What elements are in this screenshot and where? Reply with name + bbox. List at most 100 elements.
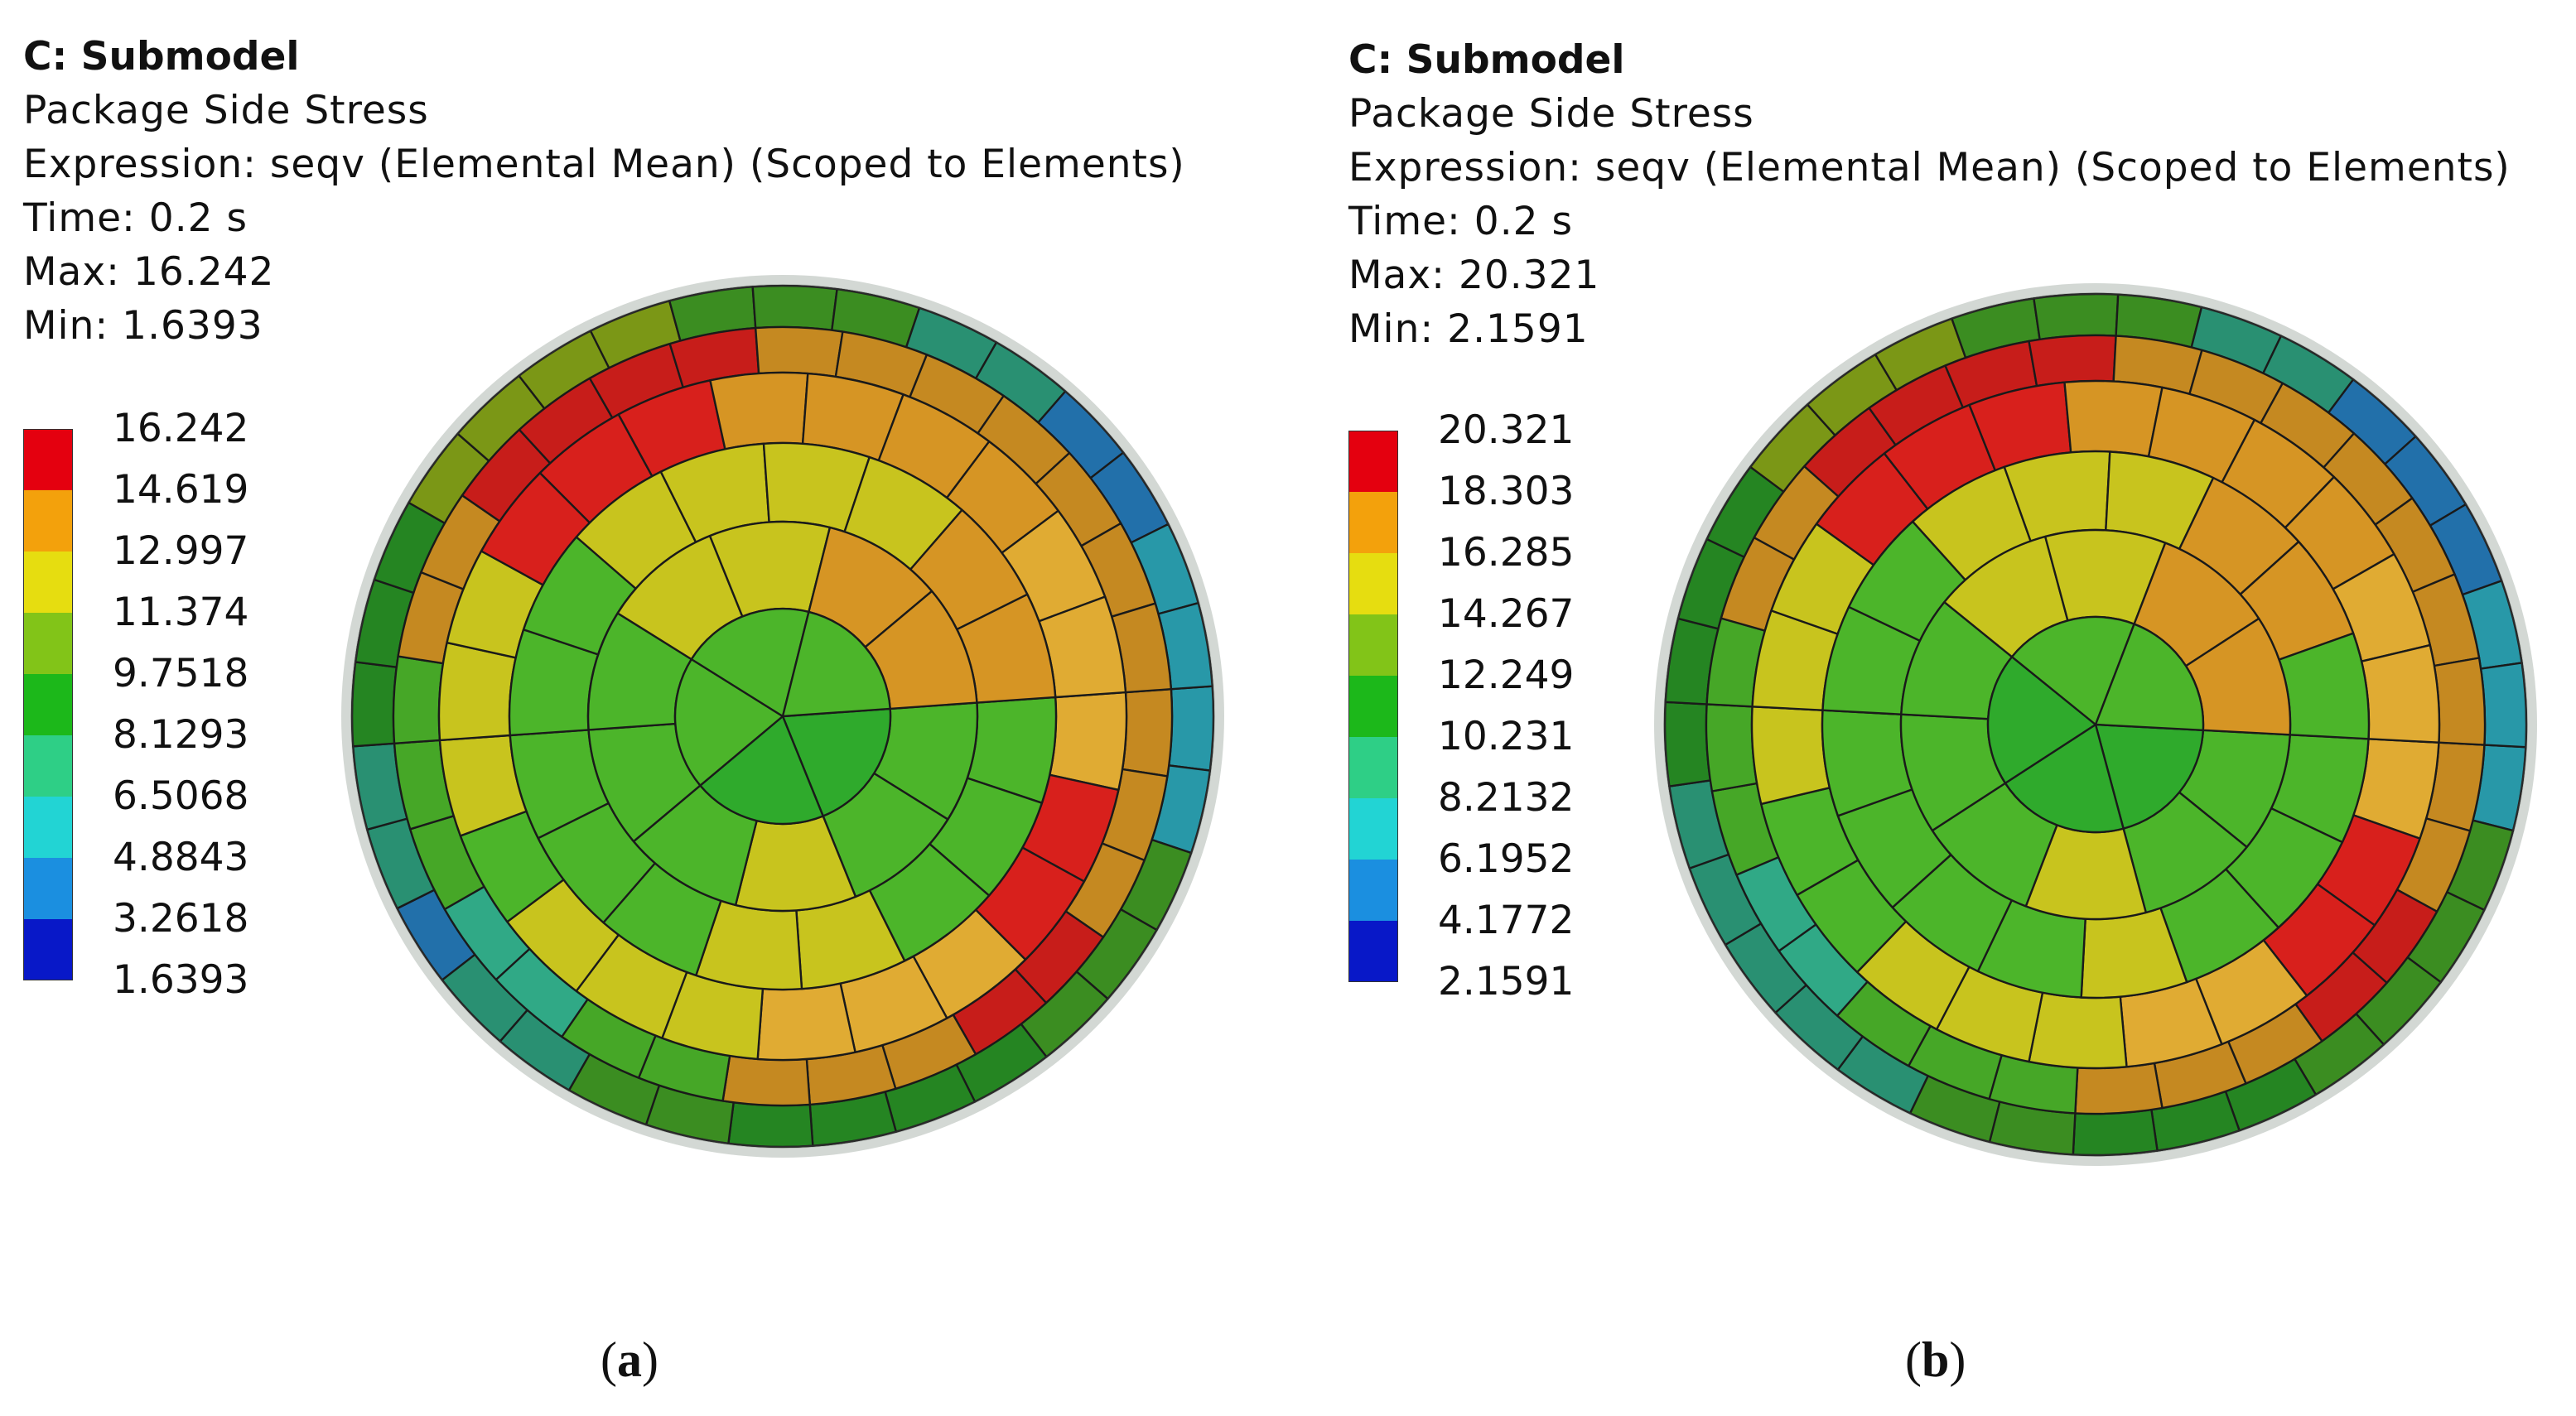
mesh-element — [1049, 691, 1128, 792]
legend-swatch — [1348, 798, 1398, 860]
legend-swatch — [23, 613, 73, 674]
legend-swatch — [23, 919, 73, 980]
legend-value: 6.5068 — [113, 773, 249, 819]
mesh-element — [2074, 1062, 2164, 1115]
caption-letter: a — [616, 1332, 642, 1387]
result-info: C: Submodel Package Side Stress Expressi… — [23, 30, 1185, 353]
mesh-element — [1705, 703, 1758, 792]
result-info: C: Submodel Package Side Stress Expressi… — [1348, 33, 2511, 356]
legend-value: 6.1952 — [1438, 836, 1575, 882]
model-outline — [351, 285, 1214, 1148]
mesh-element — [2094, 623, 2205, 731]
mesh-element — [690, 607, 810, 718]
legend-value: 14.619 — [113, 467, 249, 513]
legend-swatch — [23, 858, 73, 919]
mesh-element — [2063, 379, 2164, 458]
result-title: C: Submodel — [23, 34, 300, 79]
legend-swatch — [23, 429, 73, 490]
mesh-element — [781, 707, 892, 817]
result-expression: Expression: seqv (Elemental Mean) (Scope… — [23, 142, 1185, 187]
panel-a: C: Submodel Package Side Stress Expressi… — [23, 30, 1224, 1389]
legend-value: 12.249 — [1438, 653, 1575, 698]
legend-swatch — [1348, 737, 1398, 798]
legend-swatch — [23, 551, 73, 613]
mesh-element — [2072, 1108, 2159, 1157]
legend-value: 10.231 — [1438, 714, 1575, 759]
legend-swatch — [1348, 921, 1398, 982]
result-title: C: Submodel — [1348, 37, 1625, 83]
result-max: Max: 20.321 — [1348, 253, 1600, 298]
legend-value: 4.1772 — [1438, 898, 1575, 943]
mesh-element — [437, 641, 517, 742]
legend-value: 16.285 — [1438, 530, 1575, 576]
legend-value: 11.374 — [113, 590, 249, 635]
mesh-element — [2028, 334, 2117, 388]
legend-value: 8.1293 — [113, 712, 249, 758]
mesh-element — [2360, 643, 2441, 744]
legend-swatch — [1348, 860, 1398, 921]
legend-value: 18.303 — [1438, 469, 1575, 514]
result-max: Max: 16.242 — [23, 249, 275, 295]
legend-value: 16.242 — [113, 406, 249, 451]
mesh-elements — [350, 284, 1215, 1149]
result-time: Time: 0.2 s — [23, 195, 248, 241]
legend-swatch — [1348, 492, 1398, 553]
legend-value: 14.267 — [1438, 591, 1575, 637]
mesh-element — [673, 657, 784, 787]
mesh-elements — [1663, 292, 2528, 1157]
legend-value: 9.7518 — [113, 651, 249, 696]
legend-swatch — [23, 674, 73, 735]
mesh-element — [2479, 662, 2528, 749]
mesh-element — [1121, 688, 1174, 778]
mesh-element — [2028, 991, 2128, 1070]
result-expression: Expression: seqv (Elemental Mean) (Scope… — [1348, 145, 2511, 190]
legend-value: 8.2132 — [1438, 775, 1575, 821]
mesh-element — [727, 1101, 814, 1149]
mesh-element — [2033, 292, 2120, 341]
figure-caption: (b) — [1905, 1332, 1966, 1389]
legend-value: 2.1591 — [1438, 959, 1575, 1004]
caption-close: ) — [641, 1332, 658, 1387]
legend-swatch — [23, 735, 73, 797]
legend-value: 4.8843 — [113, 835, 249, 880]
mesh-element — [721, 1054, 811, 1107]
mesh-element — [709, 371, 809, 450]
legend-value: 1.6393 — [113, 957, 249, 1003]
mesh-element — [755, 325, 844, 378]
mesh-element — [1750, 706, 1831, 806]
result-subtitle: Package Side Stress — [23, 88, 429, 133]
caption-open: ( — [601, 1332, 617, 1387]
legend-value: 20.321 — [1438, 407, 1575, 453]
mesh-element — [392, 655, 445, 744]
caption-letter: b — [1921, 1332, 1950, 1387]
mesh-element — [350, 661, 398, 748]
result-subtitle: Package Side Stress — [1348, 91, 1754, 137]
panel-b: C: Submodel Package Side Stress Expressi… — [1325, 0, 2576, 1416]
result-time: Time: 0.2 s — [1348, 199, 1573, 244]
mesh-element — [756, 982, 856, 1062]
legend-value: 12.997 — [113, 528, 249, 574]
legend-swatch — [1348, 431, 1398, 492]
mesh-element — [2010, 615, 2135, 726]
figure-caption: (a) — [601, 1332, 658, 1389]
mesh-element — [2433, 657, 2487, 746]
legend-swatch — [23, 797, 73, 858]
mesh-element — [1986, 656, 2097, 784]
legend-value: 3.2618 — [113, 896, 249, 942]
mesh-element — [699, 715, 824, 826]
legend-swatch — [23, 490, 73, 551]
result-min: Min: 2.1591 — [1348, 306, 1589, 352]
result-min: Min: 1.6393 — [23, 303, 263, 349]
legend-swatch — [1348, 553, 1398, 614]
legend-swatch — [1348, 614, 1398, 676]
caption-close: ) — [1949, 1332, 1966, 1387]
mesh-element — [2094, 723, 2204, 830]
mesh-element — [751, 284, 838, 331]
legend-swatch — [1348, 676, 1398, 737]
mesh-element — [1168, 685, 1215, 772]
mesh-element — [2004, 723, 2125, 834]
mesh-element — [781, 610, 891, 718]
stress-contour-plot — [1654, 283, 2537, 1166]
caption-open: ( — [1905, 1332, 1922, 1387]
model-outline — [1664, 293, 2527, 1156]
